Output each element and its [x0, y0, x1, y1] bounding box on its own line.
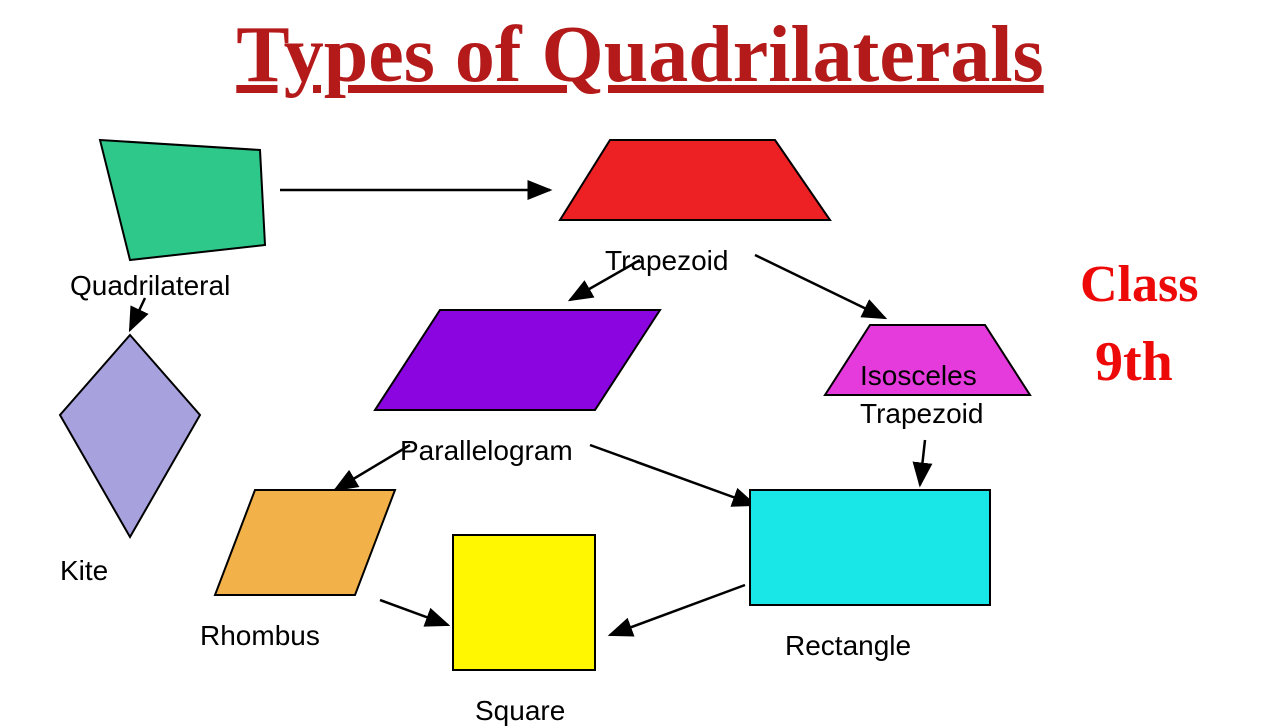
edge-isosceles_trapezoid-to-rectangle [920, 440, 925, 485]
isosceles_trapezoid-label-1: Isosceles [860, 360, 977, 392]
square-label: Square [475, 695, 565, 727]
rectangle-label: Rectangle [785, 630, 911, 662]
rectangle-shape [750, 490, 990, 605]
edge-parallelogram-to-rhombus [335, 445, 410, 490]
quadrilateral-label: Quadrilateral [70, 270, 230, 302]
parallelogram-shape [375, 310, 660, 410]
isosceles_trapezoid-label-2: Trapezoid [860, 398, 983, 430]
edge-rhombus-to-square [380, 600, 448, 625]
trapezoid-label: Trapezoid [605, 245, 728, 277]
trapezoid-shape [560, 140, 830, 220]
square-shape [453, 535, 595, 670]
edge-parallelogram-to-rectangle [590, 445, 755, 505]
kite-shape [60, 335, 200, 537]
quadrilateral-shape [100, 140, 265, 260]
parallelogram-label: Parallelogram [400, 435, 573, 467]
quadrilateral-hierarchy-diagram [0, 0, 1280, 720]
edge-trapezoid-to-isosceles_trapezoid [755, 255, 885, 318]
rhombus-label: Rhombus [200, 620, 320, 652]
kite-label: Kite [60, 555, 108, 587]
edge-rectangle-to-square [610, 585, 745, 635]
rhombus-shape [215, 490, 395, 595]
edge-quadrilateral-to-kite [130, 298, 145, 330]
